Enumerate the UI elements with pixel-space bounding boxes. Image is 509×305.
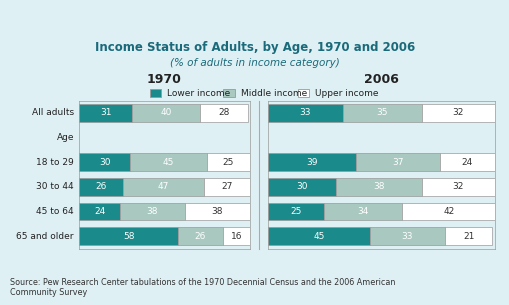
Text: 33: 33 (401, 232, 412, 241)
Bar (123, 178, 204, 196)
Bar (335, 178, 421, 196)
Bar (401, 203, 496, 221)
Bar (421, 104, 494, 122)
Bar (204, 178, 249, 196)
Text: 30 to 44: 30 to 44 (36, 182, 74, 192)
Text: 21: 21 (462, 232, 473, 241)
Bar (267, 227, 369, 245)
Bar (178, 227, 222, 245)
Bar (79, 227, 178, 245)
Text: 45: 45 (163, 158, 174, 167)
Text: 58: 58 (123, 232, 134, 241)
Text: 33: 33 (299, 109, 310, 117)
Text: 45: 45 (313, 232, 324, 241)
Bar (222, 227, 249, 245)
Bar (267, 203, 324, 221)
Text: 65 and older: 65 and older (16, 232, 74, 241)
Text: (% of adults in income category): (% of adults in income category) (170, 58, 339, 67)
Text: Income Status of Adults, by Age, 1970 and 2006: Income Status of Adults, by Age, 1970 an… (95, 41, 414, 54)
Text: 38: 38 (373, 182, 384, 192)
Text: 25: 25 (290, 207, 301, 216)
Bar (200, 104, 248, 122)
Text: 16: 16 (230, 232, 241, 241)
Text: Middle income: Middle income (240, 88, 306, 98)
Bar (207, 153, 249, 171)
Text: 32: 32 (452, 182, 463, 192)
Text: 38: 38 (147, 207, 158, 216)
Text: Source: Pew Research Center tabulations of the 1970 Decennial Census and the 200: Source: Pew Research Center tabulations … (10, 278, 395, 297)
Text: 30: 30 (99, 158, 110, 167)
Text: Upper income: Upper income (315, 88, 378, 98)
Bar (79, 104, 132, 122)
Bar (120, 203, 185, 221)
Text: 18 to 29: 18 to 29 (36, 158, 74, 167)
Bar (267, 153, 356, 171)
Bar (421, 178, 494, 196)
Text: Lower income: Lower income (167, 88, 230, 98)
Text: 47: 47 (158, 182, 169, 192)
Text: 1970: 1970 (147, 73, 182, 86)
Text: 39: 39 (306, 158, 317, 167)
Text: 42: 42 (443, 207, 454, 216)
Text: 24: 24 (461, 158, 472, 167)
Text: All adults: All adults (32, 109, 74, 117)
Text: 28: 28 (218, 109, 230, 117)
Text: 37: 37 (392, 158, 403, 167)
Text: 40: 40 (160, 109, 172, 117)
Text: 35: 35 (376, 109, 387, 117)
Bar (342, 104, 421, 122)
Text: 25: 25 (222, 158, 234, 167)
Bar (267, 178, 335, 196)
Text: Age: Age (56, 133, 74, 142)
Bar (79, 203, 120, 221)
Bar (356, 153, 439, 171)
Bar (79, 153, 130, 171)
Text: 26: 26 (194, 232, 206, 241)
Text: 45 to 64: 45 to 64 (36, 207, 74, 216)
Text: 30: 30 (295, 182, 307, 192)
Bar (185, 203, 249, 221)
Bar (79, 178, 123, 196)
Bar (444, 227, 492, 245)
Bar (132, 104, 200, 122)
Text: 31: 31 (100, 109, 111, 117)
Text: 24: 24 (94, 207, 105, 216)
Text: 27: 27 (221, 182, 232, 192)
Text: 2006: 2006 (363, 73, 398, 86)
Bar (439, 153, 494, 171)
Text: 32: 32 (452, 109, 463, 117)
Bar (369, 227, 444, 245)
Text: 34: 34 (357, 207, 368, 216)
Bar (267, 104, 342, 122)
Text: 38: 38 (211, 207, 223, 216)
Bar (324, 203, 401, 221)
Text: 26: 26 (95, 182, 107, 192)
Bar (130, 153, 207, 171)
